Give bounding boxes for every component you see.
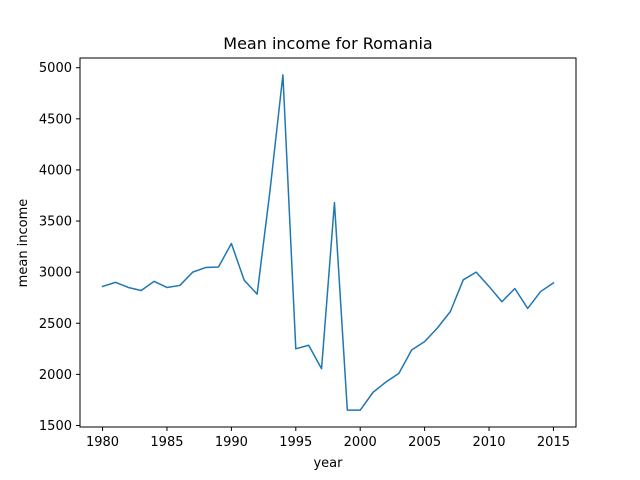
x-tick-label: 1985 xyxy=(150,435,183,450)
y-tick-label: 3000 xyxy=(39,266,72,281)
chart-title: Mean income for Romania xyxy=(223,34,432,53)
x-tick-label: 2015 xyxy=(537,435,570,450)
y-tick-label: 4500 xyxy=(39,112,72,127)
x-tick-label: 1990 xyxy=(215,435,248,450)
series-layer xyxy=(101,74,555,411)
y-tick-label: 2000 xyxy=(39,368,72,383)
y-axis-label: mean income xyxy=(16,199,31,288)
y-tick-label: 3500 xyxy=(39,215,72,230)
x-axis-label: year xyxy=(313,456,343,471)
x-axis: 1980 1985 1990 1995 2000 2005 2010 2015 xyxy=(86,427,570,450)
y-axis: 1500 2000 2500 3000 3500 4000 4500 5000 xyxy=(39,61,80,434)
y-tick-label: 1500 xyxy=(39,419,72,434)
plot-area-frame xyxy=(79,57,577,428)
x-tick-label: 1995 xyxy=(279,435,312,450)
x-tick-label: 2005 xyxy=(408,435,441,450)
y-tick-label: 5000 xyxy=(39,61,72,76)
y-tick-label: 4000 xyxy=(39,163,72,178)
x-tick-label: 1980 xyxy=(86,435,119,450)
y-tick-label: 2500 xyxy=(39,317,72,332)
x-tick-label: 2000 xyxy=(344,435,377,450)
series-line xyxy=(101,74,555,411)
x-tick-label: 2010 xyxy=(472,435,505,450)
